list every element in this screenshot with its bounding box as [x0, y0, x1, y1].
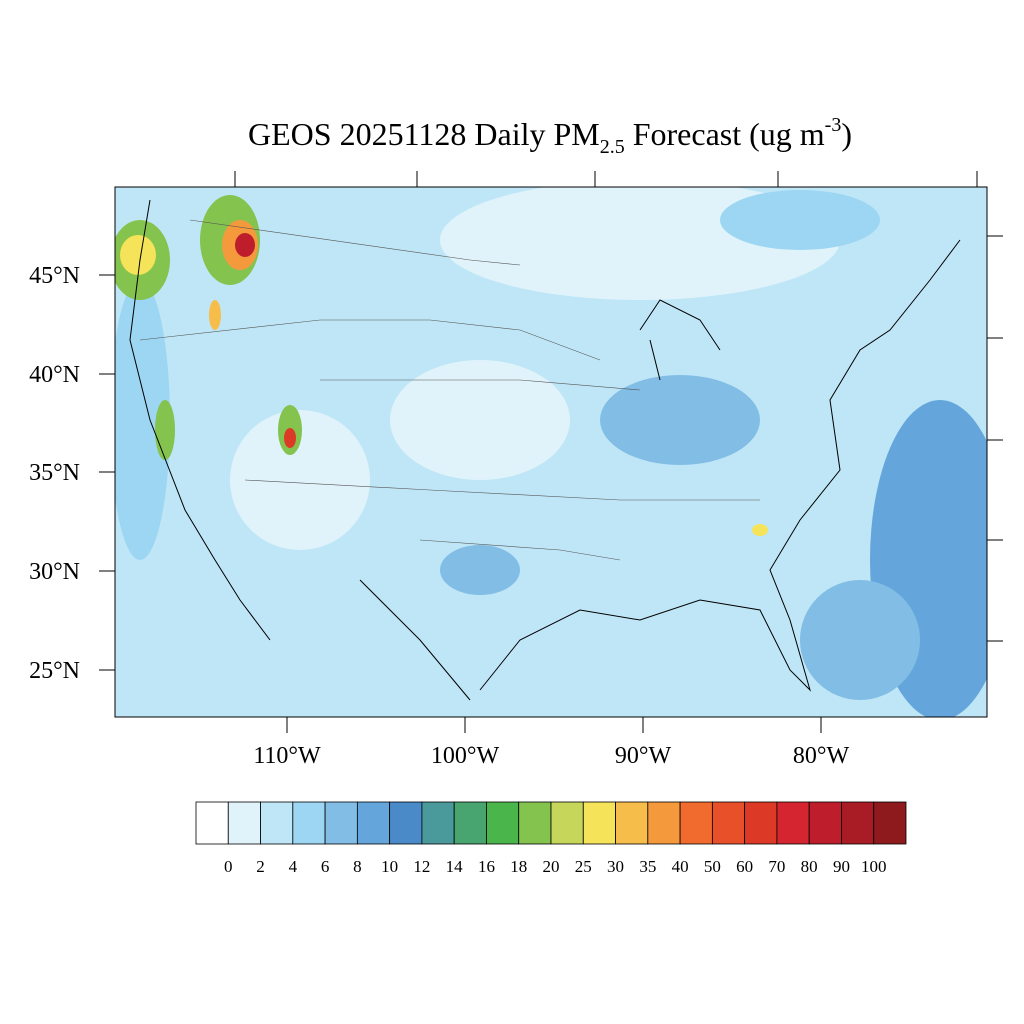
- colorbar-box: [808, 801, 842, 845]
- colorbar-box: [195, 801, 229, 845]
- colorbar-label: 35: [639, 857, 656, 876]
- axis-labels: 45°N 40°N 35°N 30°N 25°N 110°W 100°W 90°W 80°W: [29, 263, 849, 769]
- colorbar-box: [453, 801, 487, 845]
- colorbar-box: [324, 801, 358, 845]
- colorbar-box: [486, 801, 520, 845]
- colorbar-box: [292, 801, 326, 845]
- title-subscript: 2.5: [600, 136, 625, 158]
- lat-label: 40°N: [29, 362, 80, 388]
- colorbar-label: 0: [224, 857, 233, 876]
- colorbar-label: 20: [543, 857, 560, 876]
- colorbar-box: [841, 801, 875, 845]
- colorbar-box: [679, 801, 713, 845]
- colorbar-box: [873, 801, 907, 845]
- colorbar-label: 6: [321, 857, 330, 876]
- colorbar-label: 4: [289, 857, 298, 876]
- colorbar-label: 2: [256, 857, 265, 876]
- colorbar-box: [518, 801, 552, 845]
- title-close: ): [841, 116, 852, 152]
- colorbar-box: [711, 801, 746, 845]
- colorbar-label: 40: [672, 857, 689, 876]
- colorbar-box: [356, 801, 391, 845]
- colorbar-label: 8: [353, 857, 362, 876]
- colorbar-box: [389, 801, 423, 845]
- lat-label: 25°N: [29, 658, 80, 684]
- colorbar-label: 25: [575, 857, 592, 876]
- colorbar-box: [421, 801, 455, 845]
- colorbar-box: [550, 801, 584, 845]
- colorbar-box: [582, 801, 616, 845]
- colorbar-label: 18: [510, 857, 527, 876]
- colorbar-label: 16: [478, 857, 495, 876]
- colorbar-box: [227, 801, 261, 845]
- lat-label: 30°N: [29, 559, 80, 585]
- map-ticks: [99, 171, 1003, 733]
- lon-label: 80°W: [793, 743, 850, 769]
- colorbar-box: [615, 801, 649, 845]
- map-field: [115, 187, 987, 717]
- colorbar-label: 30: [607, 857, 624, 876]
- lat-label: 35°N: [29, 460, 80, 486]
- colorbar-label: 80: [801, 857, 818, 876]
- colorbar-label: 12: [413, 857, 430, 876]
- colorbar-box: [260, 801, 294, 845]
- colorbar-box: [647, 801, 681, 845]
- colorbar-box: [744, 801, 778, 845]
- lat-label: 45°N: [29, 263, 80, 289]
- colorbar-label: 60: [736, 857, 753, 876]
- lon-label: 110°W: [253, 743, 321, 769]
- title-main: GEOS 20251128 Daily PM: [248, 116, 600, 152]
- colorbar-label: 10: [381, 857, 398, 876]
- lon-label: 100°W: [431, 743, 500, 769]
- colorbar-label: 90: [833, 857, 850, 876]
- colorbar-label: 50: [704, 857, 721, 876]
- title-rest: Forecast (ug m: [625, 116, 825, 152]
- colorbar-label: 100: [861, 857, 887, 876]
- colorbar-box: [776, 801, 810, 845]
- colorbar-label: 14: [446, 857, 464, 876]
- map-frame: [114, 186, 988, 718]
- title: GEOS 20251128 Daily PM2.5 Forecast (ug m…: [248, 114, 852, 158]
- colorbar: 0 2 4 6 8 10 12 14 16 18 20 25 30 35 40 50 60 70 80 90 100: [195, 801, 907, 876]
- title-superscript: -3: [825, 114, 842, 136]
- colorbar-label: 70: [768, 857, 785, 876]
- lon-label: 90°W: [615, 743, 672, 769]
